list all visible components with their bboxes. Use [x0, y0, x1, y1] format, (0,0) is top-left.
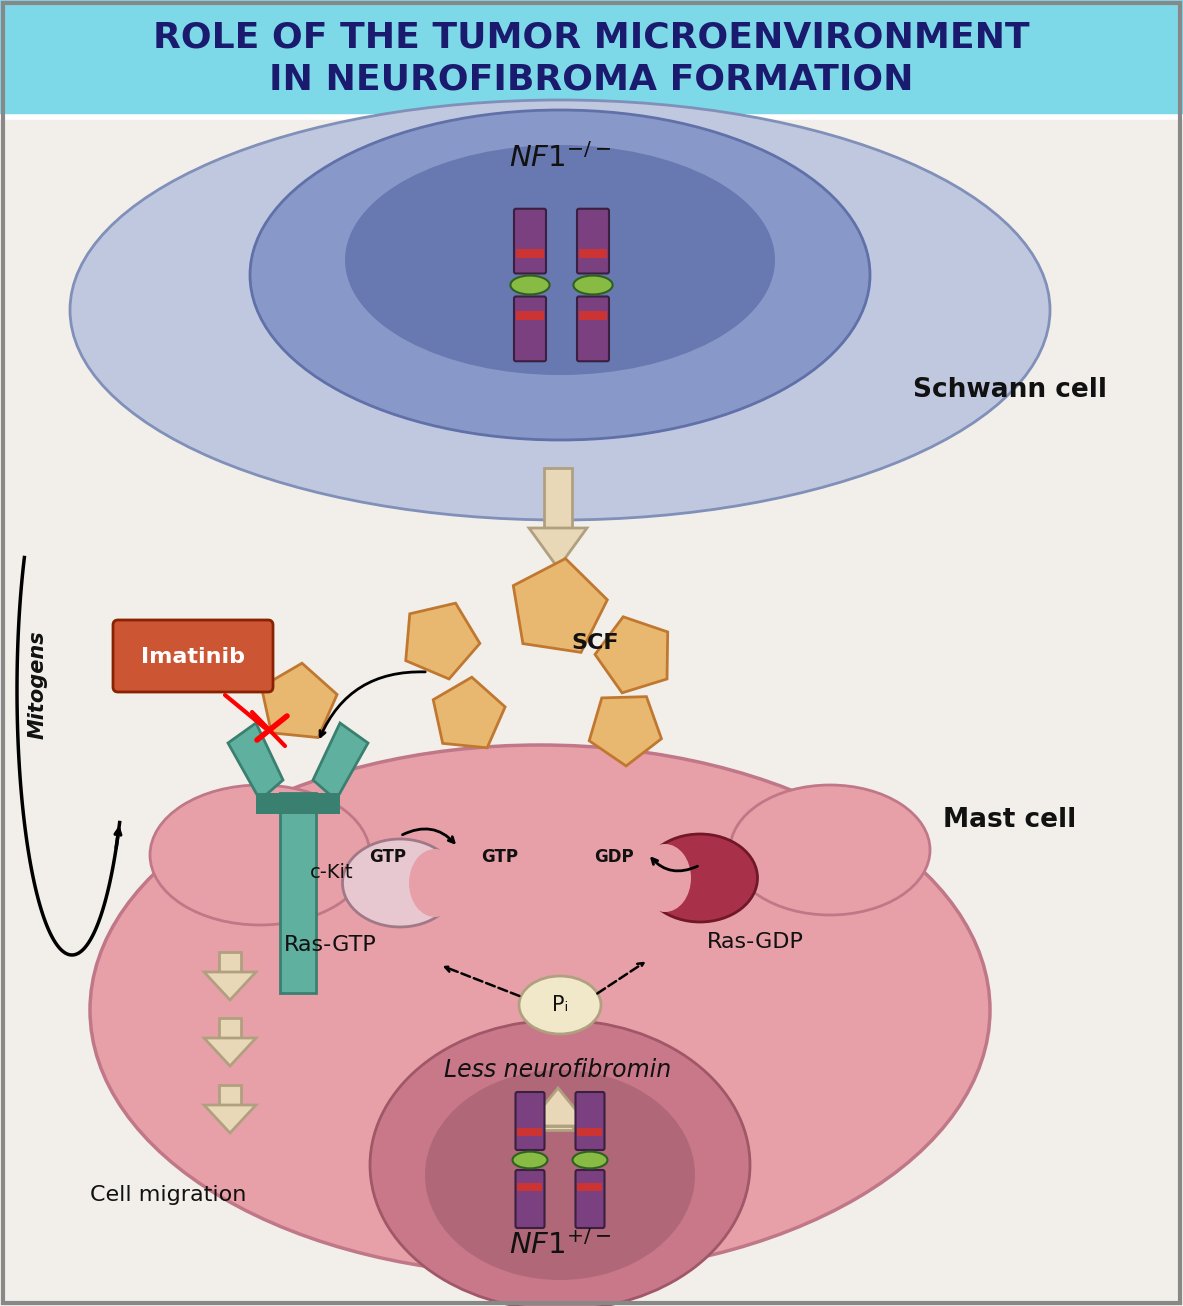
- Ellipse shape: [519, 976, 601, 1034]
- FancyBboxPatch shape: [516, 1170, 544, 1228]
- Ellipse shape: [343, 838, 458, 927]
- Text: Mast cell: Mast cell: [943, 807, 1077, 833]
- Ellipse shape: [425, 1070, 694, 1280]
- Polygon shape: [517, 1127, 543, 1136]
- Polygon shape: [529, 528, 587, 568]
- Ellipse shape: [150, 785, 370, 925]
- Text: GDP: GDP: [594, 848, 634, 866]
- Text: Imatinib: Imatinib: [141, 646, 245, 667]
- FancyBboxPatch shape: [114, 620, 273, 692]
- Text: Ras-GDP: Ras-GDP: [706, 932, 803, 952]
- Text: IN NEUROFIBROMA FORMATION: IN NEUROFIBROMA FORMATION: [269, 63, 913, 97]
- Polygon shape: [0, 0, 1183, 116]
- Ellipse shape: [409, 849, 461, 917]
- Ellipse shape: [70, 101, 1051, 520]
- FancyBboxPatch shape: [577, 296, 609, 362]
- Polygon shape: [203, 972, 256, 1000]
- Polygon shape: [219, 1017, 241, 1038]
- Ellipse shape: [370, 1020, 750, 1306]
- FancyBboxPatch shape: [575, 1170, 605, 1228]
- Polygon shape: [433, 678, 505, 748]
- Polygon shape: [544, 468, 573, 528]
- Polygon shape: [577, 1127, 602, 1136]
- Polygon shape: [0, 116, 1183, 1306]
- Ellipse shape: [90, 744, 990, 1275]
- Ellipse shape: [250, 110, 870, 440]
- Text: GTP: GTP: [369, 848, 407, 866]
- Polygon shape: [280, 793, 316, 993]
- Polygon shape: [517, 1183, 543, 1191]
- Text: GTP: GTP: [481, 848, 518, 866]
- Text: Schwann cell: Schwann cell: [913, 377, 1107, 404]
- Text: Cell migration: Cell migration: [90, 1185, 246, 1205]
- Text: Ras-GTP: Ras-GTP: [284, 935, 376, 955]
- Ellipse shape: [639, 844, 691, 912]
- Ellipse shape: [574, 276, 613, 294]
- Text: $\mathit{NF1^{+/-}}$: $\mathit{NF1^{+/-}}$: [509, 1230, 612, 1260]
- Polygon shape: [513, 559, 607, 653]
- Polygon shape: [203, 1105, 256, 1134]
- Ellipse shape: [730, 785, 930, 916]
- Polygon shape: [261, 663, 337, 738]
- Polygon shape: [578, 248, 607, 259]
- Polygon shape: [526, 1088, 589, 1126]
- Text: SCF: SCF: [571, 633, 619, 653]
- Polygon shape: [203, 1038, 256, 1066]
- FancyBboxPatch shape: [513, 296, 547, 362]
- Polygon shape: [578, 311, 607, 320]
- Polygon shape: [577, 1183, 602, 1191]
- FancyBboxPatch shape: [577, 209, 609, 273]
- Polygon shape: [406, 603, 480, 679]
- Ellipse shape: [510, 276, 550, 294]
- FancyBboxPatch shape: [575, 1092, 605, 1151]
- Text: Pᵢ: Pᵢ: [552, 995, 568, 1015]
- Polygon shape: [219, 1085, 241, 1105]
- Text: Mitogens: Mitogens: [28, 631, 49, 739]
- Ellipse shape: [573, 1152, 608, 1169]
- Text: ROLE OF THE TUMOR MICROENVIRONMENT: ROLE OF THE TUMOR MICROENVIRONMENT: [153, 21, 1029, 55]
- Polygon shape: [516, 311, 544, 320]
- Text: $\mathit{NF1^{-/-}}$: $\mathit{NF1^{-/-}}$: [509, 144, 612, 172]
- Text: c-Kit: c-Kit: [310, 863, 354, 883]
- FancyBboxPatch shape: [516, 1092, 544, 1151]
- Ellipse shape: [512, 1152, 548, 1169]
- Polygon shape: [228, 724, 283, 801]
- Polygon shape: [219, 952, 241, 972]
- Ellipse shape: [642, 835, 757, 922]
- Polygon shape: [595, 616, 667, 693]
- Polygon shape: [589, 696, 661, 767]
- Text: Less neurofibromin: Less neurofibromin: [445, 1058, 672, 1081]
- Ellipse shape: [345, 145, 775, 375]
- Polygon shape: [543, 1126, 573, 1130]
- Polygon shape: [516, 248, 544, 259]
- FancyBboxPatch shape: [513, 209, 547, 273]
- Polygon shape: [313, 724, 368, 801]
- Polygon shape: [256, 793, 340, 814]
